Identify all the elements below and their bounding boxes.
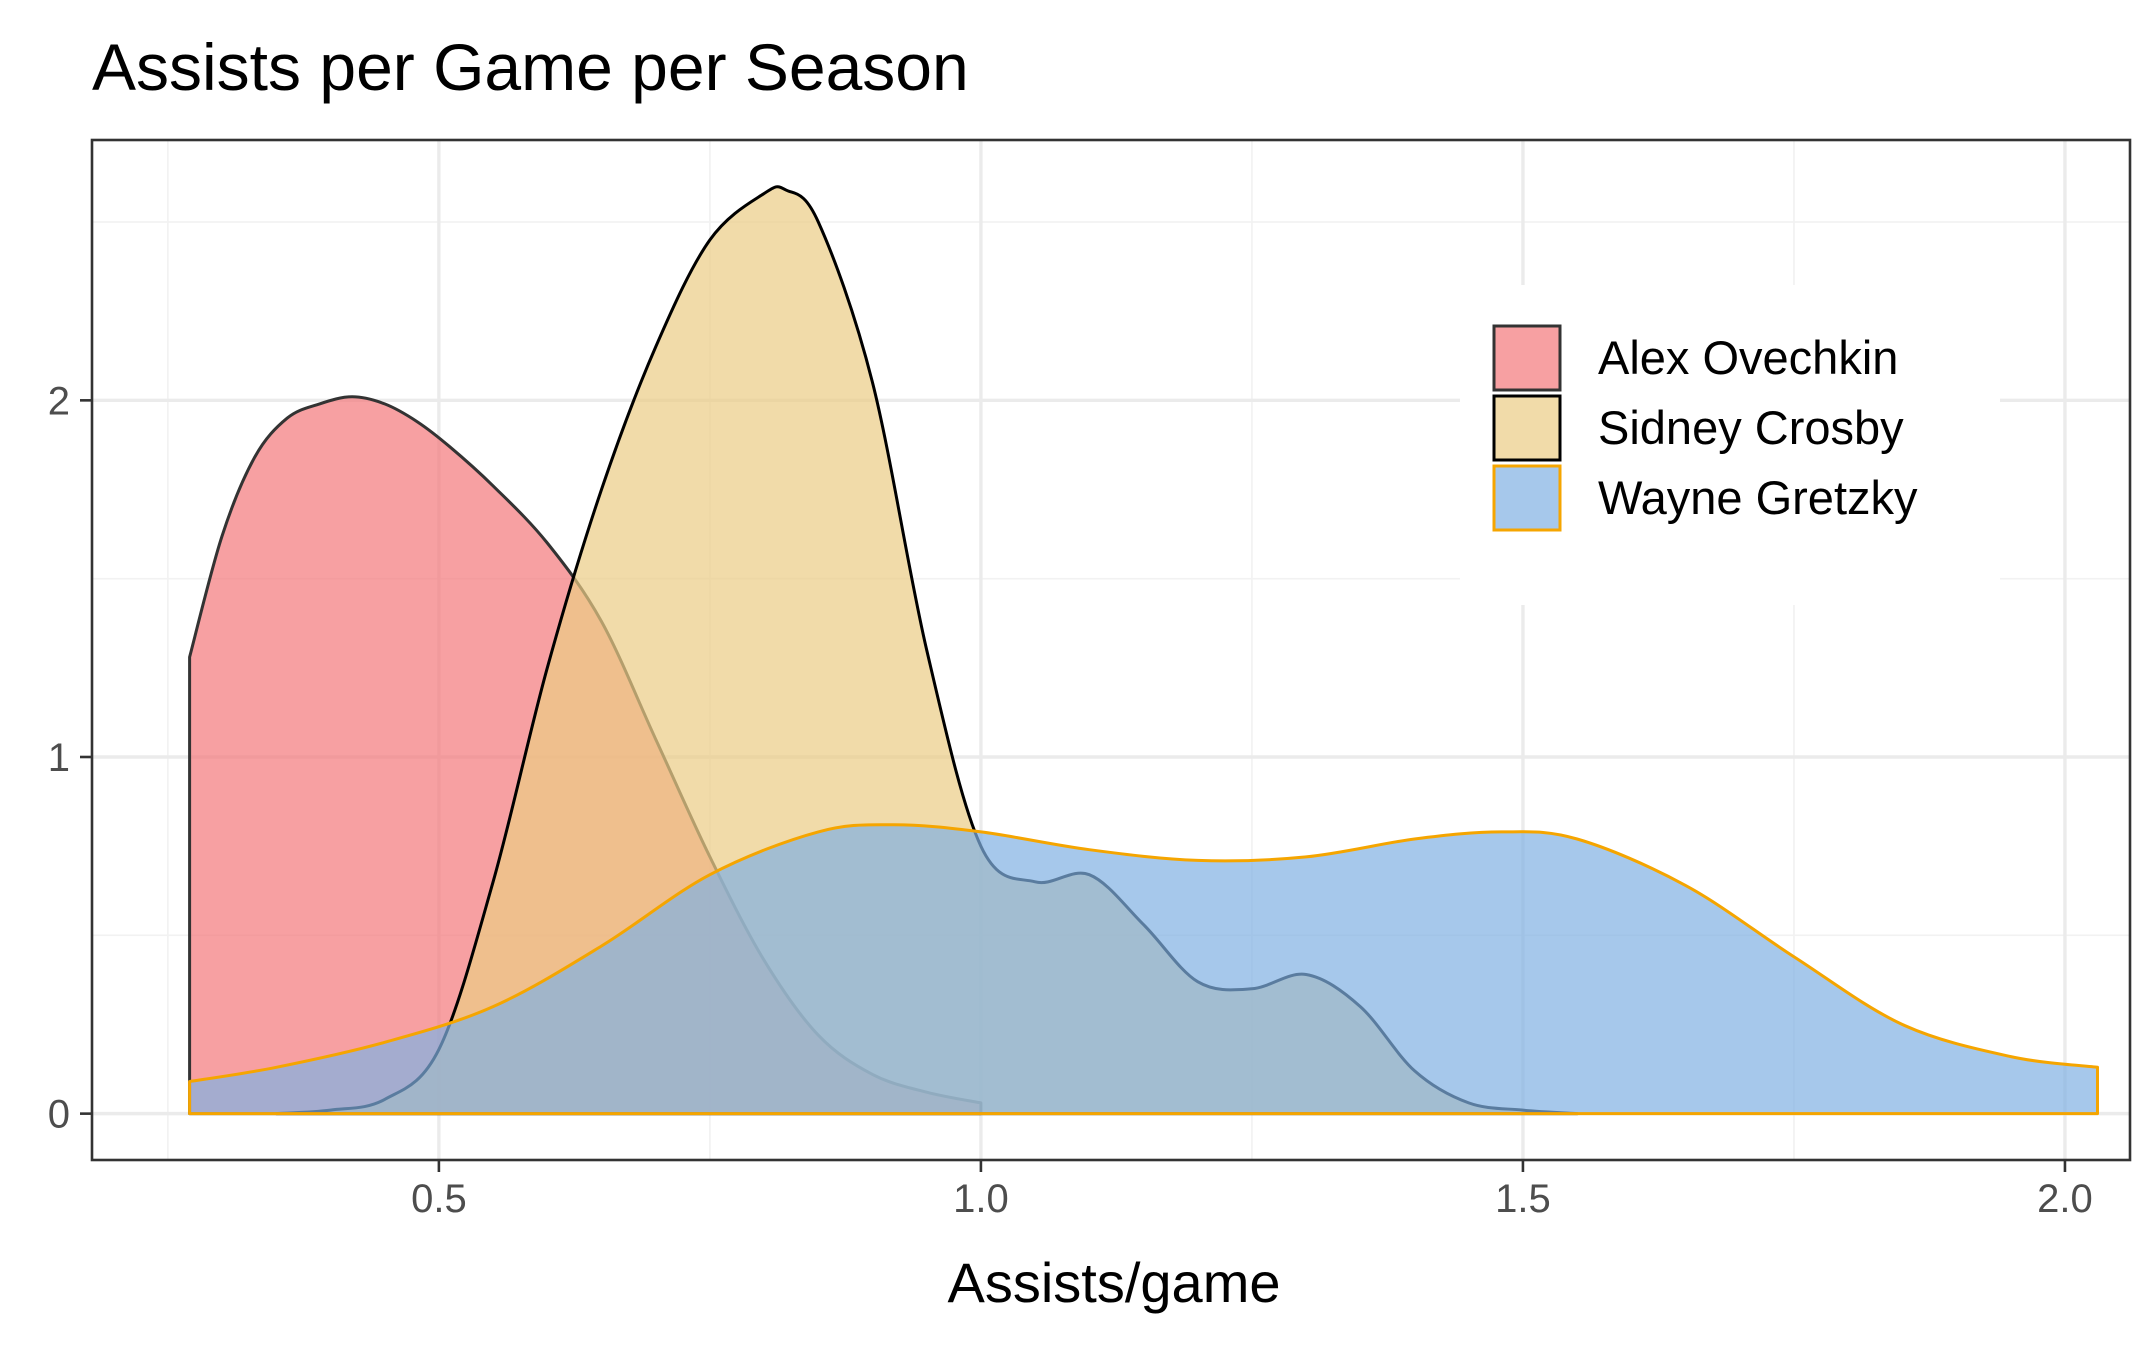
y-tick-label: 1 <box>48 736 70 780</box>
legend-key-alex-ovechkin <box>1492 324 1562 392</box>
legend-label-wayne-gretzky: Wayne Gretzky <box>1598 471 1918 524</box>
legend-key-wayne-gretzky <box>1492 464 1562 532</box>
x-tick-label: 1.0 <box>953 1177 1009 1221</box>
density-area-wayne-gretzky <box>188 823 2099 1116</box>
x-axis: 0.5 1.0 1.5 2.0 <box>411 1160 2093 1221</box>
legend-label-alex-ovechkin: Alex Ovechkin <box>1598 331 1898 384</box>
legend-key-sidney-crosby <box>1492 394 1562 462</box>
y-tick-label: 2 <box>48 379 70 423</box>
y-axis: 0 1 2 <box>48 379 92 1137</box>
x-axis-title: Assists/game <box>948 1251 1281 1314</box>
x-tick-label: 2.0 <box>2037 1177 2093 1221</box>
panel-border <box>90 138 2132 1162</box>
legend-label-sidney-crosby: Sidney Crosby <box>1598 401 1904 454</box>
density-areas <box>188 185 2099 1116</box>
chart-title: Assists per Game per Season <box>92 30 969 104</box>
y-tick-label: 0 <box>48 1093 70 1137</box>
x-tick-label: 1.5 <box>1495 1177 1551 1221</box>
x-tick-label: 0.5 <box>411 1177 467 1221</box>
legend: Alex Ovechkin Sidney Crosby Wayne Gretzky <box>1460 285 2000 605</box>
